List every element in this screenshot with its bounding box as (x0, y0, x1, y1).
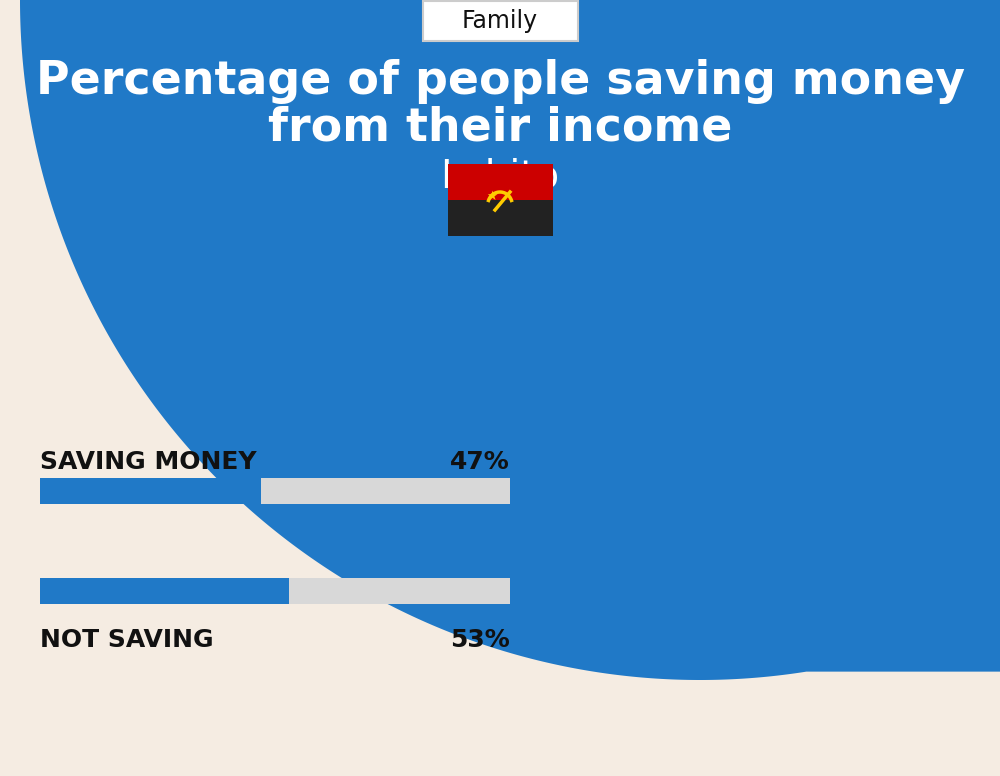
Text: Percentage of people saving money: Percentage of people saving money (36, 58, 964, 103)
Text: 47%: 47% (450, 450, 510, 474)
Polygon shape (0, 0, 1000, 680)
Bar (40, 478, 510, 504)
Text: Lobito: Lobito (440, 157, 560, 195)
Text: 53%: 53% (450, 628, 510, 652)
Text: from their income: from their income (268, 106, 732, 151)
Text: ★: ★ (486, 189, 498, 203)
Text: Family: Family (462, 9, 538, 33)
Bar (40, 578, 289, 604)
FancyBboxPatch shape (422, 1, 578, 41)
Bar (40, 578, 510, 604)
Text: NOT SAVING: NOT SAVING (40, 628, 214, 652)
Bar (448, 200, 552, 236)
Bar (448, 164, 552, 200)
Bar (40, 478, 261, 504)
Text: SAVING MONEY: SAVING MONEY (40, 450, 257, 474)
